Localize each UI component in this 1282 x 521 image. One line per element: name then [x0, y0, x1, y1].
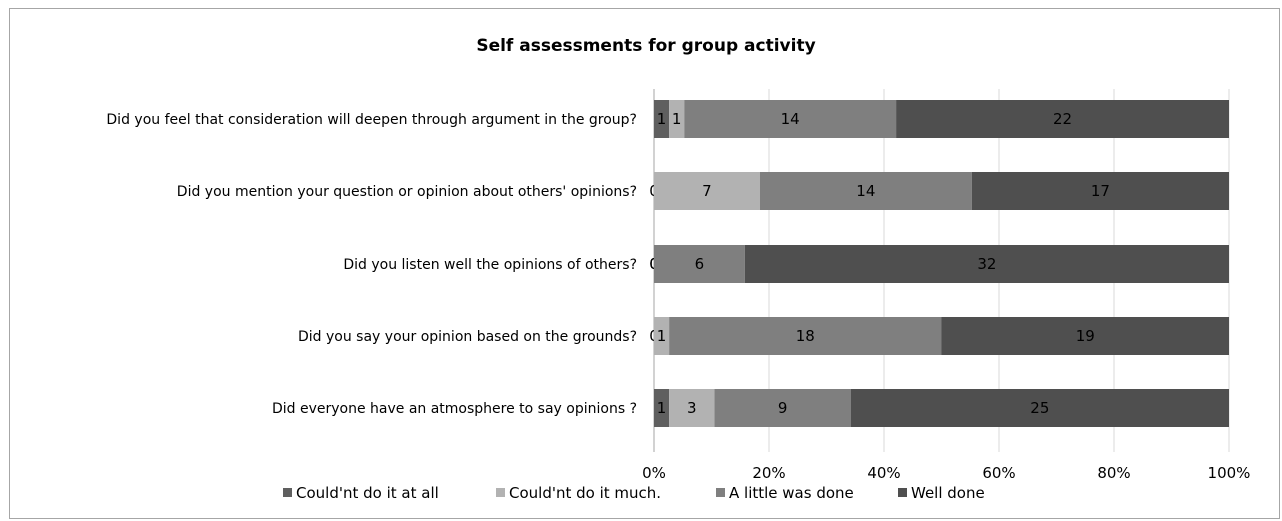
- data-label: 25: [1030, 399, 1049, 417]
- bar-segment: [744, 245, 1229, 283]
- data-label: 1: [657, 110, 667, 128]
- legend-label: Could'nt do it at all: [296, 484, 439, 502]
- legend-item: Could'nt do it much.: [496, 484, 661, 502]
- bar-segment: [654, 172, 760, 210]
- legend-swatch: [283, 488, 292, 497]
- data-label: 1: [672, 110, 682, 128]
- bar-segment: [669, 317, 942, 355]
- legend-item: Well done: [898, 484, 985, 502]
- bar-segment: [896, 100, 1229, 138]
- bars: 1114220714170063201181913925: [649, 100, 1229, 427]
- category-labels: Did you feel that consideration will dee…: [106, 112, 637, 417]
- data-label: 17: [1091, 182, 1110, 200]
- data-label: 9: [778, 399, 788, 417]
- data-label: 18: [796, 327, 815, 345]
- data-label: 14: [781, 110, 800, 128]
- data-label: 19: [1076, 327, 1095, 345]
- legend-item: A little was done: [716, 484, 854, 502]
- bar-segment: [941, 317, 1229, 355]
- data-label: 6: [695, 255, 705, 273]
- data-label: 32: [977, 255, 996, 273]
- data-label: 1: [657, 399, 667, 417]
- bar-segment: [714, 389, 851, 427]
- legend: Could'nt do it at all Could'nt do it much…: [283, 484, 985, 502]
- legend-label: Could'nt do it much.: [509, 484, 661, 502]
- x-tick-label: 20%: [752, 464, 785, 482]
- category-label: Did you mention your question or opinion…: [177, 184, 637, 200]
- bar-segment: [654, 245, 745, 283]
- chart-title: Self assessments for group activity: [476, 36, 815, 56]
- data-label: 14: [856, 182, 875, 200]
- x-tick-label: 0%: [642, 464, 666, 482]
- legend-item: Could'nt do it at all: [283, 484, 439, 502]
- bar-segment: [654, 317, 670, 355]
- category-label: Did you say your opinion based on the gr…: [298, 329, 637, 345]
- x-tick-label: 80%: [1097, 464, 1130, 482]
- bar-segment: [669, 100, 685, 138]
- x-tick-label: 60%: [982, 464, 1015, 482]
- bar-segment: [684, 100, 897, 138]
- x-axis-ticks: 0% 20% 40% 60% 80% 100%: [642, 464, 1250, 482]
- legend-swatch: [898, 488, 907, 497]
- category-label: Did you listen well the opinions of othe…: [343, 257, 637, 273]
- category-label: Did you feel that consideration will dee…: [106, 112, 637, 128]
- data-label: 3: [687, 399, 697, 417]
- data-label: 7: [702, 182, 712, 200]
- legend-swatch: [496, 488, 505, 497]
- bar-segment: [654, 389, 670, 427]
- x-tick-label: 40%: [867, 464, 900, 482]
- bar-segment: [759, 172, 972, 210]
- bar-segment: [669, 389, 715, 427]
- legend-label: Well done: [911, 484, 985, 502]
- data-label: 22: [1053, 110, 1072, 128]
- x-tick-label: 100%: [1208, 464, 1251, 482]
- data-label: 1: [657, 327, 667, 345]
- bar-segment: [654, 100, 670, 138]
- category-label: Did everyone have an atmosphere to say o…: [272, 401, 637, 417]
- legend-label: A little was done: [729, 484, 854, 502]
- bar-segment: [971, 172, 1229, 210]
- bar-segment: [850, 389, 1229, 427]
- legend-swatch: [716, 488, 725, 497]
